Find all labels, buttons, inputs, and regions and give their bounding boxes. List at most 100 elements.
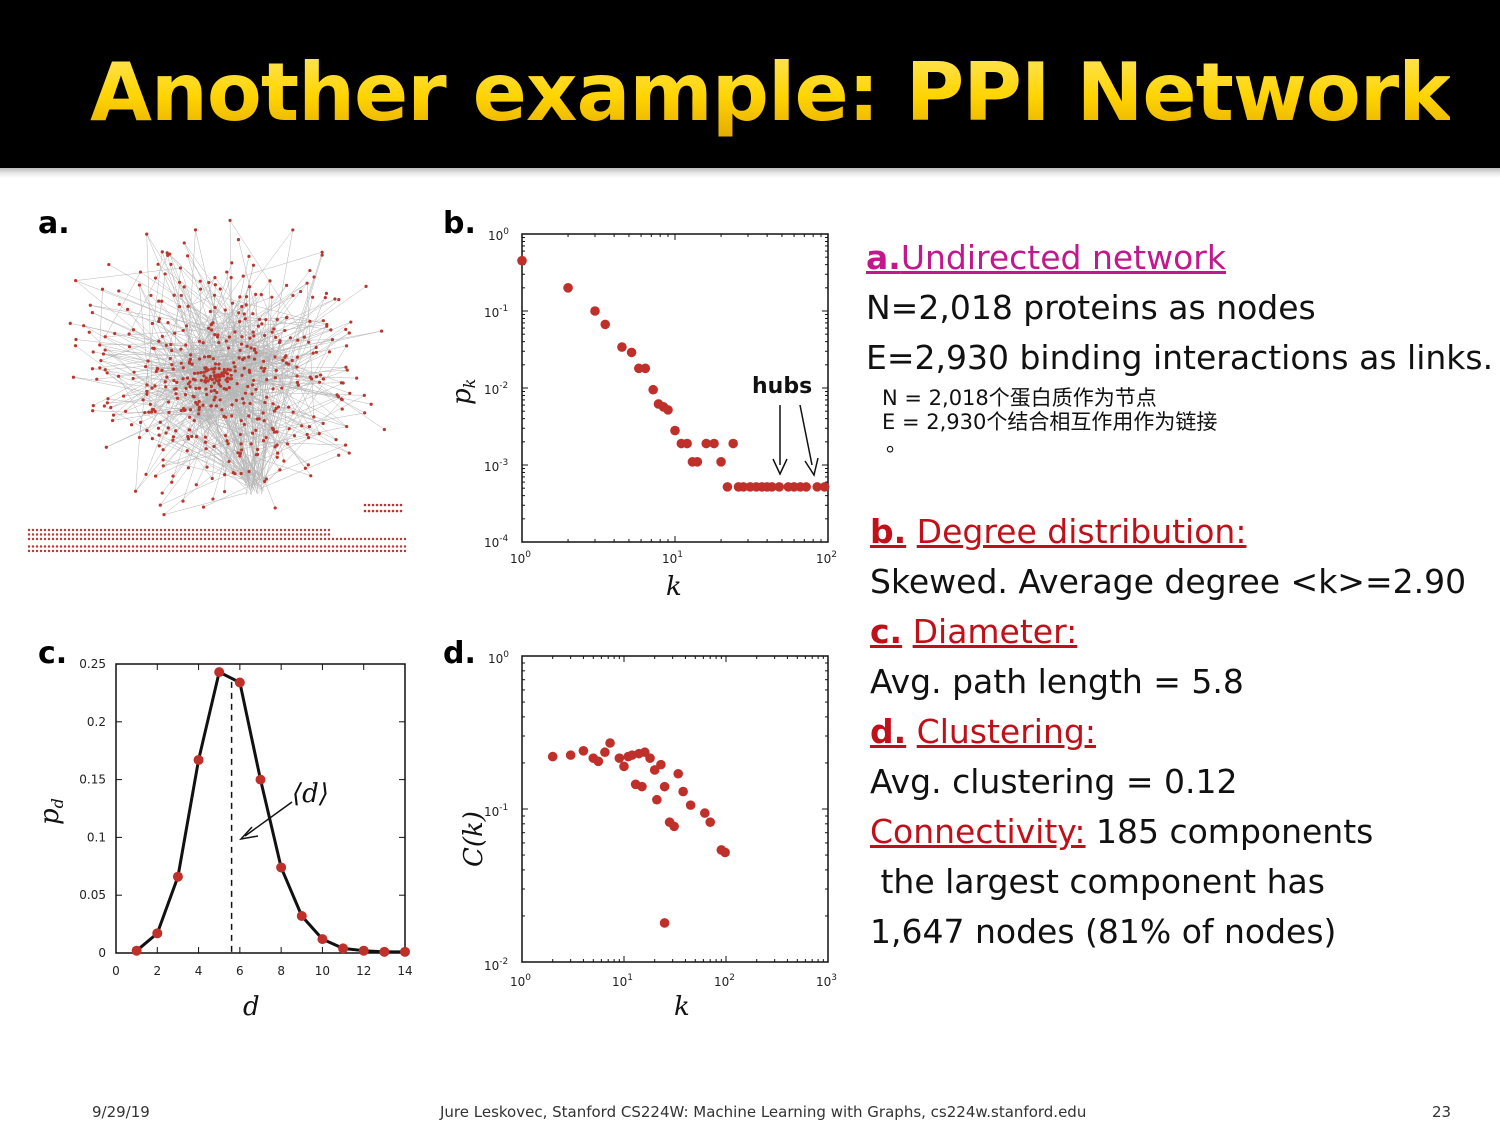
x-tick-label: 0: [112, 964, 120, 978]
y-tick-label: 0.2: [87, 715, 106, 729]
data-point: [131, 945, 142, 956]
data-point: [617, 342, 627, 352]
x-tick-label: 100: [510, 550, 531, 566]
footer-date: 9/29/19: [92, 1103, 150, 1121]
y-tick-labels: 0 0.05 0.1 0.15 0.2 0.25: [79, 657, 106, 960]
note-cn-line1: N = 2,018个蛋白质作为节点: [882, 386, 1157, 410]
note-d-line1: Avg. clustering = 0.12: [870, 762, 1238, 801]
path-length-chart: 0 0.05 0.1 0.15 0.2 0.25 0 2 4 6 8 10 12 14 ⟨d⟩ d pd: [35, 657, 413, 1022]
data-point: [234, 677, 245, 688]
note-d-heading: d. Clustering:: [870, 712, 1096, 751]
data-point: [663, 405, 673, 415]
data-point: [692, 457, 703, 467]
panel-label-d: d.: [443, 636, 476, 671]
degree-distribution-chart: 100 10-1 10-2 10-3 10-4 100 101 102 k pk…: [447, 227, 837, 602]
x-tick-label: 14: [397, 964, 412, 978]
y-tick-label: 10-3: [484, 458, 508, 474]
data-point: [700, 808, 710, 818]
data-point: [593, 756, 604, 767]
data-point: [819, 482, 830, 492]
note-b-title: Degree distribution:: [916, 512, 1247, 551]
y-axis-title: pk: [447, 379, 479, 405]
data-point: [600, 319, 611, 330]
x-tick-label: 4: [195, 964, 203, 978]
x-axis-title: d: [243, 992, 260, 1022]
data-points: [547, 738, 730, 928]
note-cn-line3: 。: [886, 432, 907, 456]
data-point: [701, 438, 712, 449]
plot-frame: [521, 655, 829, 963]
y-tick-label: 10-2: [484, 957, 508, 973]
data-point: [358, 945, 369, 956]
title-bar: Another example: PPI Network: [0, 0, 1500, 168]
y-tick-label: 0: [98, 946, 106, 960]
clustering-chart: 100 10-1 10-2 100 101 102 103 k C(k): [459, 650, 837, 1022]
x-tick-label: 8: [277, 964, 285, 978]
data-point: [678, 786, 688, 797]
network-edges: [70, 220, 385, 515]
data-point: [152, 928, 163, 939]
y-tick-label: 100: [488, 650, 509, 666]
x-tick-label: 102: [714, 973, 735, 989]
data-point: [774, 482, 785, 492]
x-tick-label: 101: [612, 973, 633, 989]
data-points: [131, 667, 410, 957]
note-b-heading: b. Degree distribution:: [870, 512, 1246, 551]
data-point: [722, 482, 733, 492]
y-tick-label: 0.05: [79, 888, 106, 902]
data-point: [670, 425, 680, 436]
data-point: [605, 738, 615, 748]
axis-ticks: [521, 656, 828, 963]
plot-frame: [115, 663, 406, 954]
data-point: [669, 821, 679, 832]
data-point: [626, 347, 637, 358]
hubs-arrow-head: [772, 458, 788, 476]
axis-ticks: [521, 234, 828, 543]
y-tick-label: 100: [488, 227, 509, 243]
hubs-annotation: hubs: [752, 374, 812, 399]
x-axis-title: k: [666, 572, 682, 602]
panel-label-c: c.: [38, 636, 68, 671]
axis-ticks: [115, 663, 406, 954]
y-tick-label: 10-2: [484, 381, 508, 397]
note-cn-line2: E = 2,930个结合相互作用作为链接: [882, 410, 1218, 434]
data-point: [400, 946, 410, 957]
data-point: [614, 753, 625, 763]
data-point: [720, 847, 730, 858]
x-tick-label: 6: [236, 964, 244, 978]
note-a-line2: E=2,930 binding interactions as links.: [866, 338, 1494, 377]
note-a-letter: a.: [866, 238, 901, 277]
footer-credit: Jure Leskovec, Stanford CS224W: Machine …: [440, 1103, 1087, 1121]
data-point: [767, 482, 777, 492]
note-connectivity-line1: 185 components: [1085, 812, 1374, 851]
network-nodes: [27, 218, 407, 553]
data-point: [193, 754, 204, 765]
distribution-line: [135, 669, 405, 954]
y-axis-title: C(k): [459, 811, 489, 867]
x-tick-label: 10: [315, 964, 330, 978]
data-point: [379, 946, 390, 957]
data-point: [645, 753, 655, 763]
data-point: [801, 482, 811, 492]
hubs-arrow: [799, 404, 813, 466]
data-point: [716, 457, 726, 467]
y-tick-label: 0.1: [87, 830, 106, 844]
data-point: [517, 255, 527, 266]
data-point: [214, 667, 225, 678]
x-tick-label: 2: [153, 964, 161, 978]
data-point: [656, 759, 666, 770]
data-point: [705, 817, 715, 827]
data-point: [563, 283, 573, 293]
page-number: 23: [1432, 1103, 1452, 1121]
note-connectivity: Connectivity: 185 components: [870, 812, 1373, 851]
data-point: [637, 781, 647, 792]
y-tick-label: 0.25: [79, 657, 106, 671]
data-point: [673, 768, 684, 779]
mean-annotation-arrow: [244, 801, 293, 837]
network-graph-image: [27, 218, 407, 553]
data-point: [709, 438, 719, 449]
data-point: [296, 911, 307, 922]
data-point: [172, 871, 183, 882]
panel-label-b: b.: [443, 206, 476, 241]
y-axis-title: pd: [35, 798, 67, 825]
